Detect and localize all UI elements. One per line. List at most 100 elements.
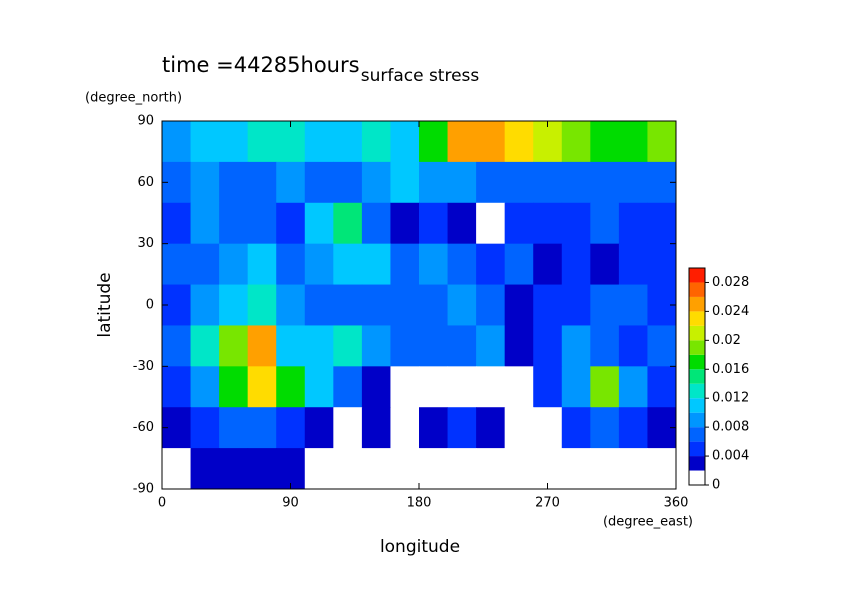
- field-cell: [361, 366, 391, 408]
- field-cell: [561, 407, 591, 449]
- field-cell: [276, 202, 306, 245]
- field-cell: [618, 121, 648, 163]
- y-tick-label: 0: [146, 298, 154, 313]
- field-cell: [390, 202, 420, 245]
- field-cell: [190, 407, 220, 449]
- colorbar-frame: [688, 267, 706, 486]
- colorbar-band: [689, 311, 705, 326]
- field-cell: [590, 407, 620, 449]
- field-cell: [247, 407, 277, 449]
- field-cell: [390, 448, 420, 490]
- field-cell: [447, 243, 477, 286]
- field-cell: [190, 121, 220, 163]
- colorbar-tick-label: 0.008: [712, 420, 749, 435]
- field-cell: [504, 325, 534, 367]
- y-unit: (degree_north): [85, 91, 182, 106]
- colorbar-band: [689, 456, 705, 471]
- x-tick-label: 90: [282, 496, 299, 511]
- field-cell: [561, 325, 591, 367]
- field-cell: [476, 448, 506, 490]
- field-cell: [190, 161, 220, 204]
- field-cell: [190, 243, 220, 286]
- field-cell: [390, 161, 420, 204]
- field-cell: [590, 161, 620, 204]
- field-cell: [561, 448, 591, 490]
- field-cell: [476, 366, 506, 408]
- field-cell: [219, 121, 249, 163]
- field-cell: [561, 161, 591, 204]
- field-cell: [304, 407, 334, 449]
- field-cell: [219, 448, 249, 490]
- field-cell: [219, 407, 249, 449]
- colorbar-tick-label: 0.012: [712, 391, 749, 406]
- field-cell: [247, 243, 277, 286]
- field-cell: [304, 202, 334, 245]
- field-cell: [333, 325, 363, 367]
- field-cell: [504, 407, 534, 449]
- field-cell: [333, 243, 363, 286]
- field-cell: [590, 284, 620, 326]
- field-cell: [533, 366, 563, 408]
- field-cell: [590, 325, 620, 367]
- field-cell: [333, 448, 363, 490]
- field-cell: [361, 202, 391, 245]
- field-cell: [162, 325, 192, 367]
- field-cell: [647, 325, 677, 367]
- field-cell: [618, 407, 648, 449]
- field-cell: [390, 325, 420, 367]
- field-cell: [361, 243, 391, 286]
- field-cell: [590, 366, 620, 408]
- field-cell: [361, 161, 391, 204]
- field-cell: [533, 121, 563, 163]
- field-cell: [390, 366, 420, 408]
- field-cell: [304, 243, 334, 286]
- field-cell: [447, 284, 477, 326]
- field-cell: [419, 202, 449, 245]
- field-cell: [162, 121, 192, 163]
- field-cell: [504, 161, 534, 204]
- field-cell: [590, 121, 620, 163]
- field-cell: [618, 161, 648, 204]
- field-cell: [533, 243, 563, 286]
- field-cell: [247, 161, 277, 204]
- field-cell: [504, 284, 534, 326]
- field-cell: [561, 243, 591, 286]
- field-cell: [618, 243, 648, 286]
- field-cell: [476, 407, 506, 449]
- colorbar-band: [689, 296, 705, 312]
- field-cell: [504, 202, 534, 245]
- field-cell: [247, 202, 277, 245]
- field-cell: [447, 121, 477, 163]
- field-cell: [561, 202, 591, 245]
- field-cell: [276, 325, 306, 367]
- field-cell: [361, 325, 391, 367]
- field-cell: [419, 366, 449, 408]
- field-cell: [162, 448, 192, 490]
- field-cell: [247, 366, 277, 408]
- field-cell: [304, 325, 334, 367]
- field-cell: [419, 161, 449, 204]
- field-cell: [162, 243, 192, 286]
- field-cell: [533, 448, 563, 490]
- field-cell: [647, 243, 677, 286]
- colorbar-tick-label: 0.024: [712, 304, 749, 319]
- colorbar-band: [689, 325, 705, 341]
- colorbar-tick-label: 0.028: [712, 275, 749, 290]
- field-cell: [618, 366, 648, 408]
- field-cell: [590, 202, 620, 245]
- field-cell: [219, 161, 249, 204]
- field-cell: [561, 284, 591, 326]
- colorbar-band: [689, 282, 705, 297]
- field-cell: [276, 243, 306, 286]
- field-cell: [561, 121, 591, 163]
- y-tick-label: 90: [137, 114, 154, 129]
- field-cell: [447, 448, 477, 490]
- field: [162, 121, 677, 490]
- field-cell: [304, 448, 334, 490]
- field-cell: [647, 366, 677, 408]
- field-cell: [276, 366, 306, 408]
- field-cell: [533, 202, 563, 245]
- colorbar-tick-label: 0.016: [712, 362, 749, 377]
- field-cell: [476, 243, 506, 286]
- field-cell: [533, 407, 563, 449]
